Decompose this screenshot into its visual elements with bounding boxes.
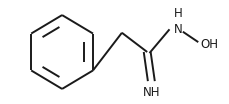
Text: OH: OH: [199, 38, 217, 51]
Text: H: H: [173, 7, 182, 20]
Text: N: N: [173, 23, 182, 36]
Text: NH: NH: [142, 86, 159, 99]
